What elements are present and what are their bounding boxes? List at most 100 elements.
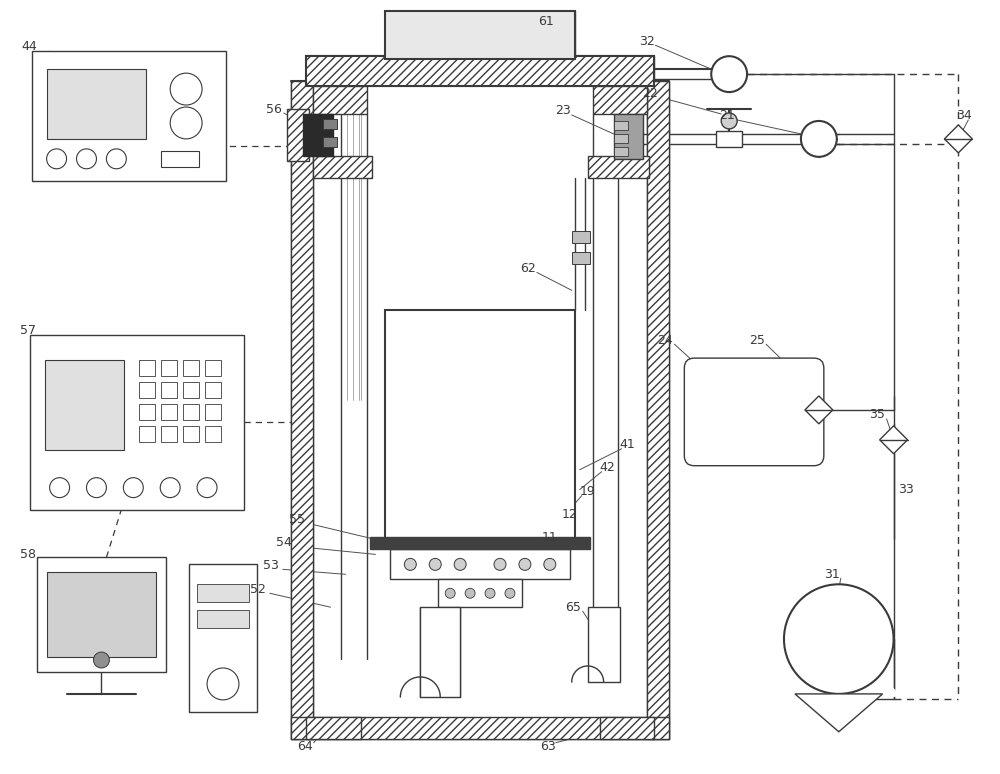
Bar <box>306 57 654 86</box>
Circle shape <box>86 478 106 498</box>
Polygon shape <box>944 125 972 152</box>
Polygon shape <box>805 396 833 424</box>
Circle shape <box>454 558 466 570</box>
Bar <box>161 426 177 442</box>
Circle shape <box>50 478 70 498</box>
Text: 23: 23 <box>555 104 571 118</box>
Bar <box>313 86 367 114</box>
Bar <box>291 717 669 738</box>
Circle shape <box>721 113 737 129</box>
Bar <box>183 360 199 376</box>
Bar <box>323 119 337 129</box>
Circle shape <box>784 584 894 694</box>
Bar <box>139 382 155 398</box>
Bar <box>291 81 313 738</box>
Bar <box>614 134 628 143</box>
Bar <box>205 382 221 398</box>
Polygon shape <box>880 426 908 454</box>
Circle shape <box>160 478 180 498</box>
Circle shape <box>170 73 202 105</box>
Bar <box>47 69 146 139</box>
Bar <box>197 584 249 602</box>
Bar <box>313 156 372 178</box>
Bar <box>600 717 654 738</box>
Bar <box>313 156 372 178</box>
Circle shape <box>77 149 96 169</box>
Bar <box>139 426 155 442</box>
Circle shape <box>445 588 455 598</box>
Bar <box>197 610 249 628</box>
Circle shape <box>465 588 475 598</box>
Text: 19: 19 <box>580 485 595 498</box>
Bar <box>161 404 177 420</box>
Bar <box>593 86 647 114</box>
Bar <box>139 360 155 376</box>
Text: 62: 62 <box>520 262 536 275</box>
Bar <box>291 717 669 738</box>
Text: 57: 57 <box>20 324 36 337</box>
Circle shape <box>404 558 416 570</box>
Bar <box>647 81 669 738</box>
Circle shape <box>197 478 217 498</box>
Text: 35: 35 <box>869 409 885 421</box>
Text: 44: 44 <box>22 39 37 53</box>
Text: 65: 65 <box>565 601 581 614</box>
Bar <box>189 564 257 712</box>
Bar <box>385 12 575 59</box>
Bar <box>291 81 313 738</box>
Bar <box>572 231 590 242</box>
Text: 52: 52 <box>250 583 266 596</box>
Bar <box>572 252 590 265</box>
Bar <box>205 426 221 442</box>
Bar <box>588 156 649 178</box>
Text: 41: 41 <box>620 438 635 451</box>
Text: 34: 34 <box>956 109 972 122</box>
Text: 31: 31 <box>824 568 840 580</box>
FancyBboxPatch shape <box>684 358 824 466</box>
Circle shape <box>207 668 239 700</box>
Bar <box>161 151 199 166</box>
Bar <box>30 335 244 509</box>
Bar <box>313 86 367 114</box>
Circle shape <box>494 558 506 570</box>
Text: 25: 25 <box>749 334 765 347</box>
Bar <box>614 114 643 159</box>
Polygon shape <box>795 694 883 731</box>
Bar <box>385 310 575 539</box>
Bar <box>32 51 226 181</box>
Text: 56: 56 <box>266 102 282 115</box>
Circle shape <box>505 588 515 598</box>
Bar <box>438 579 522 608</box>
Text: 22: 22 <box>642 87 658 100</box>
Bar <box>205 404 221 420</box>
Bar <box>390 550 570 579</box>
Text: 61: 61 <box>538 15 554 28</box>
Circle shape <box>106 149 126 169</box>
Text: 64: 64 <box>297 740 312 753</box>
Circle shape <box>170 107 202 139</box>
Bar <box>306 717 361 738</box>
Circle shape <box>711 57 747 92</box>
Circle shape <box>123 478 143 498</box>
Circle shape <box>544 558 556 570</box>
Text: 33: 33 <box>899 483 914 496</box>
Text: 42: 42 <box>600 461 615 474</box>
Bar <box>588 156 649 178</box>
Bar <box>37 557 166 672</box>
Text: 58: 58 <box>20 548 36 561</box>
Bar <box>139 404 155 420</box>
Text: 55: 55 <box>289 513 305 526</box>
Circle shape <box>485 588 495 598</box>
Circle shape <box>801 121 837 157</box>
Circle shape <box>93 652 109 668</box>
Polygon shape <box>819 679 899 697</box>
Bar <box>183 426 199 442</box>
Bar <box>588 608 620 682</box>
Circle shape <box>519 558 531 570</box>
Bar <box>161 360 177 376</box>
Bar <box>420 608 460 697</box>
Bar <box>323 137 337 147</box>
Text: 53: 53 <box>263 559 279 572</box>
Bar <box>716 131 742 147</box>
Bar <box>306 717 361 738</box>
